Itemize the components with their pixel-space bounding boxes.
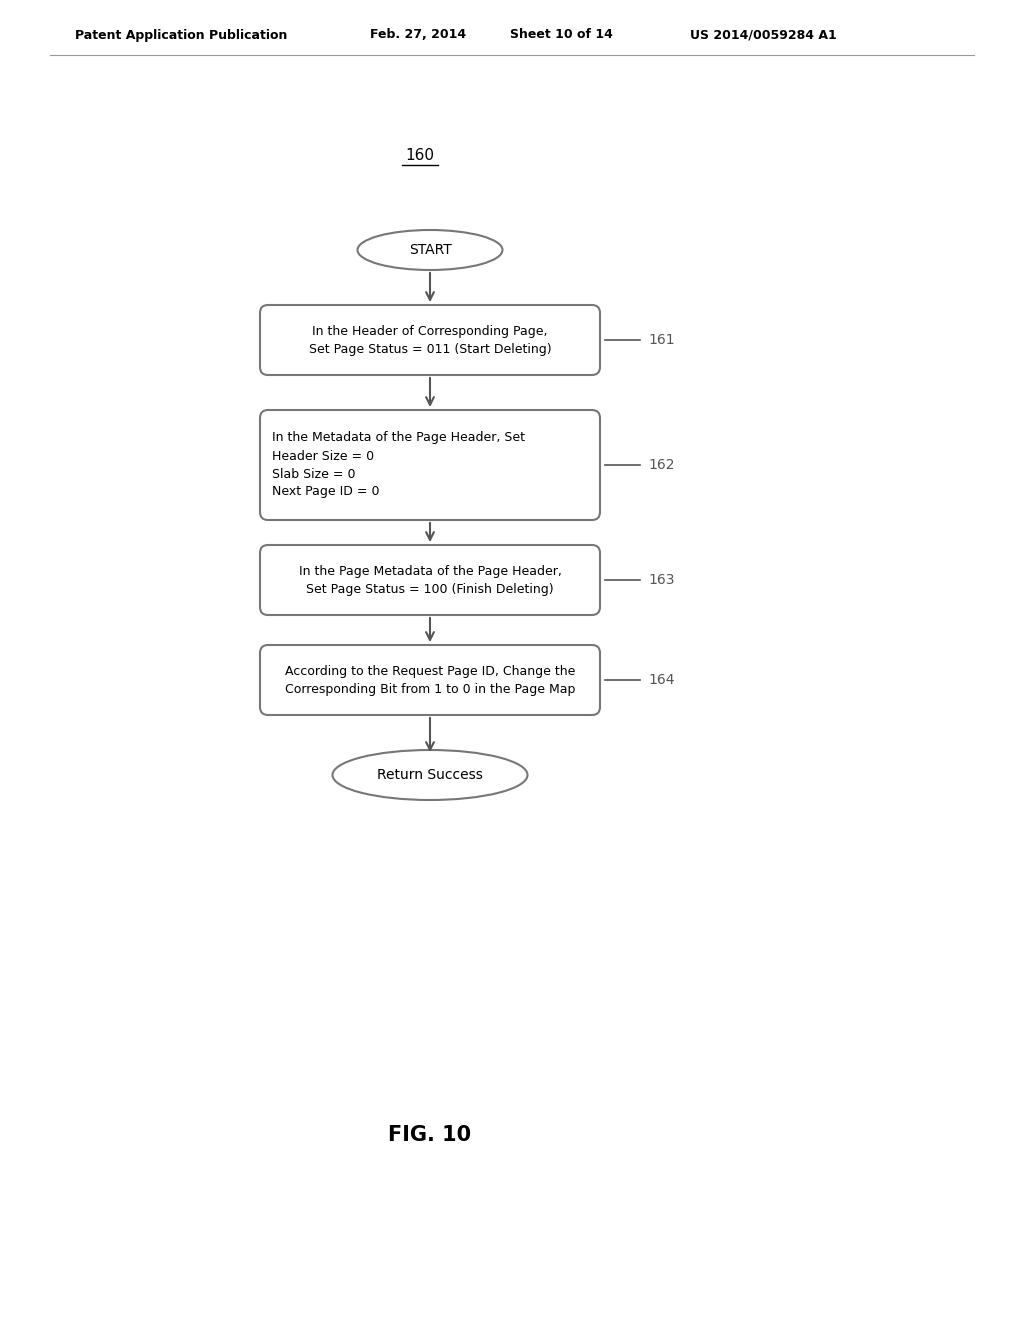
Text: FIG. 10: FIG. 10 — [388, 1125, 472, 1144]
Text: Return Success: Return Success — [377, 768, 483, 781]
Text: 161: 161 — [648, 333, 675, 347]
FancyBboxPatch shape — [260, 645, 600, 715]
Text: Header Size = 0: Header Size = 0 — [272, 450, 374, 462]
Text: START: START — [409, 243, 452, 257]
Ellipse shape — [333, 750, 527, 800]
Text: Sheet 10 of 14: Sheet 10 of 14 — [510, 29, 613, 41]
Text: 163: 163 — [648, 573, 675, 587]
Text: Next Page ID = 0: Next Page ID = 0 — [272, 486, 380, 499]
Text: US 2014/0059284 A1: US 2014/0059284 A1 — [690, 29, 837, 41]
Text: According to the Request Page ID, Change the
Corresponding Bit from 1 to 0 in th: According to the Request Page ID, Change… — [285, 664, 575, 696]
Text: 164: 164 — [648, 673, 675, 686]
FancyBboxPatch shape — [260, 545, 600, 615]
Text: In the Header of Corresponding Page,
Set Page Status = 011 (Start Deleting): In the Header of Corresponding Page, Set… — [308, 325, 551, 355]
Text: 162: 162 — [648, 458, 675, 473]
Text: In the Page Metadata of the Page Header,
Set Page Status = 100 (Finish Deleting): In the Page Metadata of the Page Header,… — [299, 565, 561, 595]
FancyBboxPatch shape — [260, 411, 600, 520]
Text: In the Metadata of the Page Header, Set: In the Metadata of the Page Header, Set — [272, 432, 525, 445]
FancyBboxPatch shape — [260, 305, 600, 375]
Text: Slab Size = 0: Slab Size = 0 — [272, 467, 355, 480]
Text: 160: 160 — [406, 148, 434, 162]
Ellipse shape — [357, 230, 503, 271]
Text: Patent Application Publication: Patent Application Publication — [75, 29, 288, 41]
Text: Feb. 27, 2014: Feb. 27, 2014 — [370, 29, 466, 41]
